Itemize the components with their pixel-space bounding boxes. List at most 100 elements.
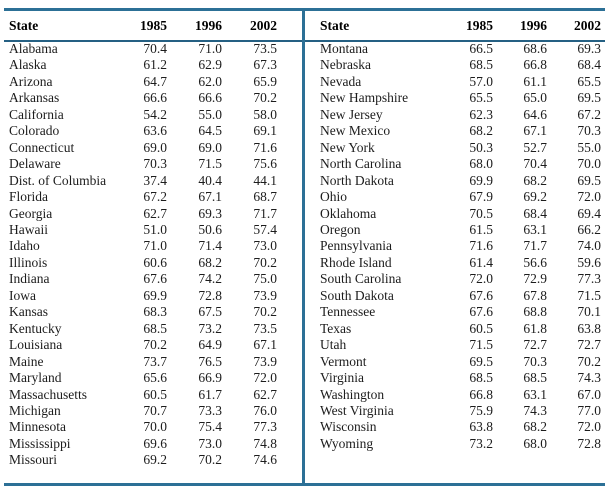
table-row: North Carolina 68.0 70.4 70.0 <box>305 156 607 172</box>
table-row: Pennsylvania 71.6 71.7 74.0 <box>305 238 607 254</box>
value-cell: 37.4 <box>143 172 167 188</box>
value-cell: 74.2 <box>198 271 222 287</box>
value-cell: 72.0 <box>469 271 493 287</box>
value-cell: 68.5 <box>469 57 493 73</box>
value-cell: 68.5 <box>143 320 167 336</box>
value-cell: 67.3 <box>253 57 277 73</box>
value-cell: 62.7 <box>143 205 167 221</box>
value-cell: 73.5 <box>253 41 277 56</box>
value-cell: 72.0 <box>253 370 277 386</box>
value-cell: 50.6 <box>198 221 222 237</box>
value-cell: 65.5 <box>577 73 601 89</box>
value-cell: 67.1 <box>253 337 277 353</box>
value-cell: 72.7 <box>523 337 547 353</box>
value-cell: 66.6 <box>198 90 222 106</box>
table-row: Vermont 69.5 70.3 70.2 <box>305 354 607 370</box>
state-name-cell: Oklahoma <box>320 205 377 221</box>
table-row: South Carolina 72.0 72.9 77.3 <box>305 271 607 287</box>
value-cell: 72.0 <box>577 189 601 205</box>
table-row: California 54.2 55.0 58.0 <box>0 107 302 123</box>
value-cell: 70.2 <box>253 254 277 270</box>
value-cell: 69.9 <box>143 287 167 303</box>
value-cell: 75.6 <box>253 156 277 172</box>
value-cell: 70.3 <box>143 156 167 172</box>
table-row: Maryland 65.6 66.9 72.0 <box>0 370 302 386</box>
value-cell: 71.7 <box>253 205 277 221</box>
value-cell: 70.4 <box>523 156 547 172</box>
value-cell: 68.2 <box>523 172 547 188</box>
value-cell: 70.1 <box>577 304 601 320</box>
value-cell: 73.9 <box>253 353 277 369</box>
value-cell: 70.2 <box>143 337 167 353</box>
value-cell: 55.0 <box>577 139 601 155</box>
value-cell: 67.2 <box>143 189 167 205</box>
table-row: Oklahoma 70.5 68.4 69.4 <box>305 206 607 222</box>
value-cell: 65.5 <box>469 90 493 106</box>
value-cell: 71.6 <box>469 238 493 254</box>
value-cell: 75.4 <box>198 419 222 435</box>
value-cell: 57.4 <box>253 221 277 237</box>
value-cell: 63.1 <box>523 386 547 402</box>
state-name-cell: Alaska <box>9 57 47 73</box>
table-row: Massachusetts 60.5 61.7 62.7 <box>0 387 302 403</box>
column-header-1996: 1996 <box>195 18 222 34</box>
value-cell: 70.0 <box>143 419 167 435</box>
value-cell: 68.2 <box>198 254 222 270</box>
table-row: Tennessee 67.6 68.8 70.1 <box>305 304 607 320</box>
state-name-cell: Wisconsin <box>320 419 377 435</box>
value-cell: 61.8 <box>523 320 547 336</box>
value-cell: 62.0 <box>198 73 222 89</box>
table-row: Rhode Island 61.4 56.6 59.6 <box>305 255 607 271</box>
state-table-right: State 1985 1996 2002 Montana 66.5 68.6 69.3… <box>305 12 607 452</box>
table-row: New Jersey 62.3 64.6 67.2 <box>305 107 607 123</box>
value-cell: 60.5 <box>143 386 167 402</box>
value-cell: 71.5 <box>469 337 493 353</box>
value-cell: 77.3 <box>253 419 277 435</box>
header-row: State 1985 1996 2002 <box>305 12 607 41</box>
table-row: North Dakota 69.9 68.2 69.5 <box>305 173 607 189</box>
table-row: Minnesota 70.0 75.4 77.3 <box>0 419 302 435</box>
value-cell: 59.6 <box>577 254 601 270</box>
column-header-state: State <box>320 18 350 34</box>
value-cell: 55.0 <box>198 106 222 122</box>
value-cell: 66.8 <box>469 386 493 402</box>
state-name-cell: Connecticut <box>9 139 75 155</box>
value-cell: 71.0 <box>143 238 167 254</box>
value-cell: 64.9 <box>198 337 222 353</box>
value-cell: 68.5 <box>469 370 493 386</box>
value-cell: 62.7 <box>253 386 277 402</box>
table-row: Texas 60.5 61.8 63.8 <box>305 321 607 337</box>
table-row: New Mexico 68.2 67.1 70.3 <box>305 123 607 139</box>
value-cell: 70.2 <box>577 353 601 369</box>
value-cell: 68.0 <box>523 435 547 451</box>
state-name-cell: Florida <box>9 189 48 205</box>
value-cell: 72.0 <box>577 419 601 435</box>
value-cell: 69.3 <box>577 41 601 56</box>
table-divider <box>302 8 305 486</box>
table-row: Mississippi 69.6 73.0 74.8 <box>0 436 302 452</box>
state-name-cell: Arkansas <box>9 90 60 106</box>
column-header-1996: 1996 <box>520 18 547 34</box>
value-cell: 70.7 <box>143 402 167 418</box>
value-cell: 62.9 <box>198 57 222 73</box>
state-name-cell: Hawaii <box>9 221 48 237</box>
value-cell: 73.3 <box>198 402 222 418</box>
value-cell: 64.6 <box>523 106 547 122</box>
table-row: Washington 66.8 63.1 67.0 <box>305 387 607 403</box>
state-name-cell: South Carolina <box>320 271 402 287</box>
table-row: Florida 67.2 67.1 68.7 <box>0 189 302 205</box>
value-cell: 62.3 <box>469 106 493 122</box>
state-name-cell: Utah <box>320 337 347 353</box>
table-row: Wyoming 73.2 68.0 72.8 <box>305 436 607 452</box>
state-name-cell: Kentucky <box>9 320 62 336</box>
value-cell: 68.2 <box>469 123 493 139</box>
value-cell: 71.6 <box>253 139 277 155</box>
column-header-1985: 1985 <box>140 18 167 34</box>
table-row: Colorado 63.6 64.5 69.1 <box>0 123 302 139</box>
value-cell: 70.2 <box>198 452 222 468</box>
table-row: Michigan 70.7 73.3 76.0 <box>0 403 302 419</box>
value-cell: 66.9 <box>198 370 222 386</box>
value-cell: 73.2 <box>469 435 493 451</box>
value-cell: 71.5 <box>198 156 222 172</box>
